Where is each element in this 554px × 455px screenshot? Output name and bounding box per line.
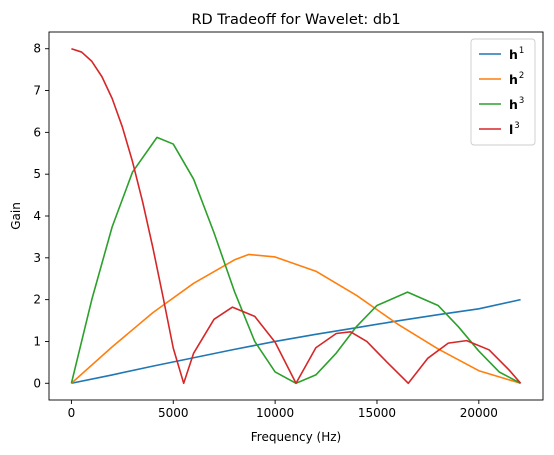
plot-area [70, 47, 522, 385]
legend-label-1: h1 [509, 46, 524, 62]
series-line-3 [70, 136, 521, 385]
series-line-2 [70, 253, 521, 385]
x-tick-label: 5000 [158, 406, 189, 420]
y-tick-label: 6 [33, 125, 41, 139]
y-axis-label: Gain [9, 202, 23, 230]
y-tick-label: 7 [33, 84, 41, 98]
x-axis-label: Frequency (Hz) [251, 430, 342, 444]
legend-label-2: h2 [509, 71, 524, 87]
y-tick-label: 0 [33, 376, 41, 390]
y-tick-label: 5 [33, 167, 41, 181]
chart-title: RD Tradeoff for Wavelet: db1 [191, 12, 400, 28]
legend-label-3: h3 [509, 96, 524, 112]
y-tick-label: 1 [33, 334, 41, 348]
legend-box [470, 38, 536, 146]
x-tick-label: 15000 [358, 406, 396, 420]
legend-label-4: l3 [509, 121, 520, 137]
y-tick-label: 2 [33, 293, 41, 307]
y-tick-label: 3 [33, 251, 41, 265]
y-tick-label: 8 [33, 42, 41, 56]
series-line-4 [71, 47, 522, 385]
x-tick-label: 10000 [256, 406, 294, 420]
y-tick-label: 4 [33, 209, 41, 223]
x-tick-label: 0 [68, 406, 76, 420]
x-tick-label: 20000 [460, 406, 498, 420]
axes: 0 5000 10000 15000 20000 0 1 2 3 4 5 6 7 8 [33, 31, 544, 420]
legend: h1 h2 h3 l3 [470, 38, 536, 146]
